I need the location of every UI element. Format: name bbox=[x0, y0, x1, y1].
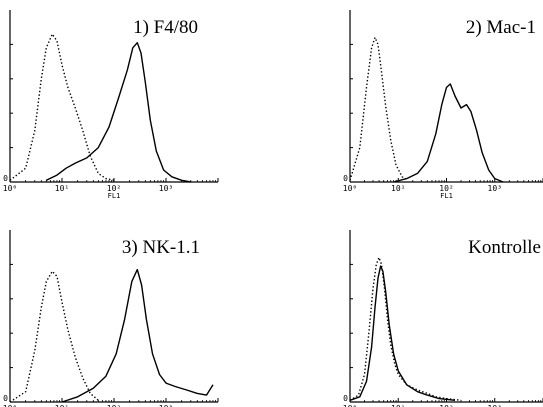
y-tick-label: 0 bbox=[3, 394, 8, 403]
x-tick-label: 10⁰ bbox=[343, 184, 357, 193]
panel-title: Kontrolle bbox=[468, 237, 541, 258]
x-tick-label: 10¹ bbox=[55, 184, 69, 193]
x-tick-label: 10⁰ bbox=[3, 404, 17, 407]
control-curve-dotted bbox=[349, 36, 409, 181]
x-tick-label: 10¹ bbox=[391, 404, 405, 407]
y-tick-label: 0 bbox=[343, 174, 348, 183]
stain-curve-solid bbox=[393, 83, 504, 183]
x-tick-label: 10³ bbox=[488, 184, 502, 193]
x-tick-label: 10³ bbox=[488, 404, 502, 407]
panel-title: 2) Mac-1 bbox=[466, 17, 536, 38]
stain-curve-solid bbox=[61, 268, 214, 403]
control-curve-dotted bbox=[349, 256, 462, 401]
x-tick-label: 10³ bbox=[159, 184, 173, 193]
x-tick-label: 10² bbox=[107, 184, 121, 193]
x-tick-label: 10² bbox=[439, 184, 453, 193]
control-curve-dotted bbox=[9, 270, 99, 403]
panel-title: 1) F4/80 bbox=[133, 17, 198, 38]
stain-curve-solid bbox=[45, 42, 191, 183]
control-curve-dotted bbox=[9, 33, 115, 181]
x-tick-label: 10³ bbox=[159, 404, 173, 407]
x-axis-label: FL1 bbox=[108, 192, 121, 200]
panel-title: 3) NK-1.1 bbox=[122, 237, 200, 258]
stain-curve-solid bbox=[349, 265, 456, 401]
x-axis-label: FL1 bbox=[440, 192, 453, 200]
y-tick-label: 0 bbox=[3, 174, 8, 183]
x-tick-label: 10² bbox=[439, 404, 453, 407]
x-tick-label: 10² bbox=[107, 404, 121, 407]
x-tick-label: 10¹ bbox=[55, 404, 69, 407]
x-tick-label: 10⁰ bbox=[343, 404, 357, 407]
y-tick-label: 0 bbox=[343, 394, 348, 403]
x-tick-label: 10¹ bbox=[391, 184, 405, 193]
x-tick-label: 10⁰ bbox=[3, 184, 17, 193]
